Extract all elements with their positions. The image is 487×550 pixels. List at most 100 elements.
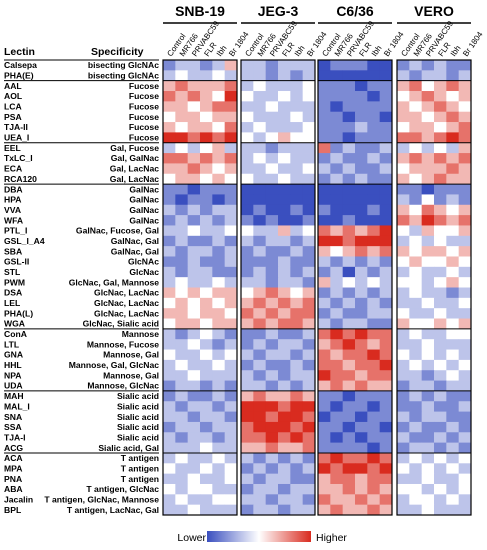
heatmap-cell	[318, 277, 331, 288]
heatmap-cell	[458, 173, 472, 185]
heatmap-cell	[421, 70, 435, 82]
heatmap-cell	[241, 370, 254, 381]
heatmap-cell	[187, 442, 201, 454]
heatmap-cell	[318, 380, 331, 392]
heatmap-cell	[330, 432, 344, 444]
heatmap-cell	[290, 494, 304, 506]
heatmap-cell	[290, 504, 304, 516]
specificity-label: GlcNac, LacNac	[94, 288, 159, 298]
heatmap-cell	[367, 215, 381, 226]
heatmap-cell	[458, 401, 472, 412]
heatmap-cell	[241, 132, 254, 144]
heatmap-cell	[355, 204, 368, 216]
heatmap-cell	[200, 421, 213, 433]
heatmap-cell	[200, 60, 213, 71]
heatmap-cell	[446, 349, 460, 361]
heatmap-cell	[278, 463, 291, 475]
heatmap-cell	[200, 390, 213, 402]
heatmap-cell	[224, 328, 238, 340]
lectin-label: SNA	[4, 412, 22, 422]
heatmap-cell	[212, 390, 226, 402]
heatmap-cell	[265, 184, 279, 195]
heatmap-cell	[355, 287, 368, 299]
heatmap-cell	[367, 101, 381, 113]
heatmap-cell	[318, 411, 331, 423]
heatmap-cell	[302, 308, 316, 319]
heatmap-cell	[458, 266, 472, 278]
heatmap-cell	[330, 132, 344, 144]
heatmap-cell	[200, 122, 213, 133]
heatmap-cell	[253, 122, 267, 133]
heatmap-cell	[302, 184, 316, 195]
heatmap-cell	[379, 370, 393, 381]
heatmap-cell	[355, 91, 368, 102]
heatmap-cell	[200, 194, 213, 206]
heatmap-cell	[409, 328, 423, 340]
heatmap-cell	[278, 184, 291, 195]
heatmap-cell	[302, 246, 316, 257]
heatmap-cell	[175, 184, 189, 195]
heatmap-cell	[175, 266, 189, 278]
heatmap-cell	[409, 142, 423, 154]
lectin-label: BPL	[4, 505, 21, 515]
heatmap-cell	[409, 204, 423, 216]
heatmap-cell	[379, 401, 393, 412]
heatmap-cell	[212, 328, 226, 340]
heatmap-cell	[342, 266, 356, 278]
heatmap-cell	[253, 339, 267, 350]
heatmap-cell	[367, 411, 381, 423]
heatmap-cell	[302, 297, 316, 309]
heatmap-cell	[434, 421, 447, 433]
heatmap-cell	[302, 318, 316, 330]
heatmap-cell	[355, 339, 368, 350]
heatmap-cell	[175, 463, 189, 475]
heatmap-cell	[342, 287, 356, 299]
heatmap-cell	[458, 153, 472, 164]
group-frame	[162, 59, 238, 516]
heatmap-cell	[224, 339, 238, 350]
heatmap-cell	[446, 308, 460, 319]
heatmap-cell	[330, 421, 344, 433]
specificity-header: Specificity	[91, 46, 144, 58]
group-label: C6/36	[336, 3, 374, 19]
heatmap-cell	[224, 235, 238, 247]
heatmap-cell	[212, 452, 226, 464]
heatmap-cell	[175, 70, 189, 82]
heatmap-cell	[397, 349, 410, 361]
lectin-label: SSA	[4, 422, 22, 432]
heatmap-cell	[434, 80, 447, 92]
specificity-label: Gal, LacNac	[110, 164, 159, 174]
heatmap-cell	[253, 401, 267, 412]
heatmap-cell	[421, 452, 435, 464]
group-frames	[4, 59, 472, 516]
heatmap-cell	[409, 473, 423, 485]
heatmap-cell	[290, 308, 304, 319]
group-frame	[240, 59, 316, 516]
heatmap-cell	[355, 111, 368, 123]
heatmap-cell	[200, 494, 213, 506]
heatmap-cell	[397, 246, 410, 257]
heatmap-cell	[434, 184, 447, 195]
heatmap-cell	[330, 184, 344, 195]
heatmap-cell	[397, 287, 410, 299]
heatmap-cell	[379, 380, 393, 392]
heatmap-cell	[290, 277, 304, 288]
heatmap-cell	[318, 122, 331, 133]
heatmap-cell	[265, 287, 279, 299]
heatmap-cell	[265, 225, 279, 237]
legend-gradient-bar	[207, 531, 311, 542]
heatmap-cell	[187, 463, 201, 475]
heatmap-cell	[397, 380, 410, 392]
heatmap-cell	[397, 173, 410, 185]
heatmap-cell	[421, 153, 435, 164]
heatmap-cell	[212, 246, 226, 257]
heatmap-cell	[290, 380, 304, 392]
heatmap-cell	[253, 163, 267, 175]
specificity-label: Mannose, GlcNac	[87, 381, 159, 391]
heatmap-cell	[458, 442, 472, 454]
heatmap-cell	[241, 225, 254, 237]
heatmap-cell	[434, 473, 447, 485]
heatmap-cell	[355, 101, 368, 113]
heatmap-cell	[187, 194, 201, 206]
specificity-label: GalNac	[129, 184, 159, 194]
